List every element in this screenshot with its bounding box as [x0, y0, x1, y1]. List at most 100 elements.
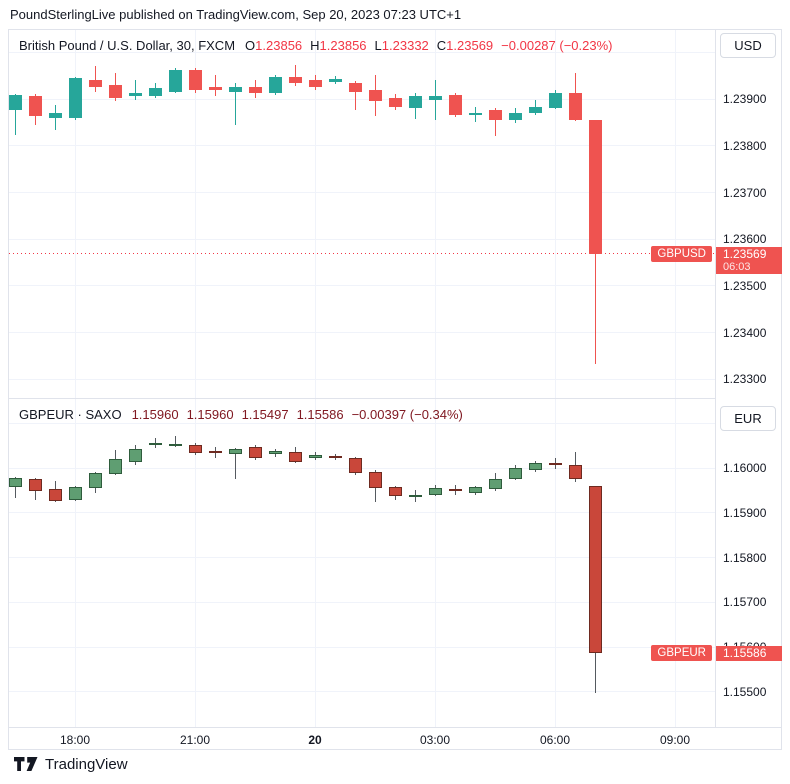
v-gridline — [75, 30, 76, 398]
price-axis-label: 1.16000 — [723, 461, 767, 476]
candle-wick — [434, 79, 436, 120]
footer-brand-label[interactable]: TradingView — [45, 756, 128, 773]
candle-body — [288, 451, 302, 462]
candle-wick — [234, 447, 236, 480]
gbpusd-legend: British Pound / U.S. Dollar, 30, FXCM O1… — [19, 36, 612, 54]
currency-toggle-usd-button[interactable]: USD — [720, 33, 776, 58]
candle-body — [68, 78, 82, 119]
time-axis-label: 20 — [308, 733, 322, 747]
h-gridline — [9, 51, 715, 53]
h-gridline — [9, 98, 715, 100]
candle-body — [528, 463, 542, 471]
candle-body — [148, 87, 162, 97]
v-gridline — [195, 399, 196, 727]
time-axis-label: 21:00 — [179, 733, 211, 747]
candle-body — [348, 457, 362, 474]
candle-wick — [94, 66, 96, 92]
gbpeur-legend: GBPEUR · SAXO 1.15960 1.15960 1.15497 1.155… — [19, 405, 463, 423]
price-axis-label: 1.15500 — [723, 684, 767, 699]
ohlc-high-value: 1.15960 — [186, 406, 234, 422]
price-axis-label: 1.15800 — [723, 550, 767, 565]
gbpusd-price-line-symbol-badge: GBPUSD — [651, 245, 712, 262]
gbpeur-chart-plot[interactable]: GBPEUR — [9, 399, 715, 727]
price-axis-label: 1.23300 — [723, 372, 767, 387]
candle-body — [488, 109, 502, 120]
candle-body — [168, 443, 182, 446]
candle-body — [388, 98, 402, 107]
candle-wick — [234, 83, 236, 125]
price-axis-label: 1.15700 — [723, 595, 767, 610]
price-axis[interactable]: USD EUR 1.23569 06:03 1.15586 1.23900 1.2… — [715, 30, 782, 749]
candle-wick — [354, 81, 356, 110]
v-gridline — [195, 30, 196, 398]
candle-body — [508, 113, 522, 120]
v-gridline — [75, 399, 76, 727]
last-price-value: 1.23569 — [723, 246, 767, 261]
candle-body — [48, 488, 62, 501]
candle-body — [208, 450, 222, 453]
h-gridline — [9, 691, 715, 693]
footer: TradingView — [14, 756, 128, 773]
gbpusd-chart-plot[interactable]: GBPUSD — [9, 30, 715, 398]
h-gridline — [9, 557, 715, 559]
time-axis-label: 03:00 — [419, 733, 451, 747]
candle-body — [308, 79, 322, 87]
v-gridline — [435, 399, 436, 727]
candle-body — [588, 486, 602, 654]
candle-body — [128, 449, 142, 462]
ohlc-close-value: 1.15586 — [296, 406, 344, 422]
candle-body — [28, 478, 42, 492]
last-price-value: 1.15586 — [723, 646, 767, 661]
price-axis-label: 1.23800 — [723, 138, 767, 153]
candle-body — [9, 477, 22, 487]
candle-body — [308, 454, 322, 458]
time-axis-label: 09:00 — [659, 733, 691, 747]
candle-body — [388, 487, 402, 497]
v-gridline — [555, 30, 556, 398]
ohlc-open-value: 1.23856 — [255, 37, 303, 53]
candle-body — [208, 86, 222, 90]
pane-separator[interactable] — [9, 398, 781, 399]
h-gridline — [9, 192, 715, 194]
currency-toggle-eur-button[interactable]: EUR — [720, 406, 776, 431]
candle-body — [368, 471, 382, 489]
price-axis-label: 1.23700 — [723, 185, 767, 200]
gbpeur-symbol-title[interactable]: GBPEUR · SAXO — [19, 406, 122, 422]
candle-body — [108, 459, 122, 475]
gbpusd-change-value: −0.00287 (−0.23%) — [501, 37, 613, 53]
candle-body — [9, 94, 22, 110]
candle-body — [568, 465, 582, 479]
h-gridline — [9, 467, 715, 469]
candle-body — [348, 83, 362, 92]
candle-body — [548, 93, 562, 108]
publish-caption: PoundSterlingLive published on TradingVi… — [10, 7, 462, 22]
candle-body — [268, 451, 282, 455]
candle-body — [328, 79, 342, 83]
candle-body — [368, 89, 382, 102]
ohlc-high-value: 1.23856 — [319, 37, 367, 53]
price-axis-label: 1.23400 — [723, 325, 767, 340]
h-gridline — [9, 378, 715, 380]
candle-body — [88, 473, 102, 489]
v-gridline — [315, 399, 316, 727]
ohlc-high-label: H — [310, 37, 320, 53]
h-gridline — [9, 423, 715, 425]
h-gridline — [9, 285, 715, 287]
gbpeur-last-price-badge: 1.15586 — [716, 646, 782, 662]
gbpeur-price-line-symbol-badge: GBPEUR — [651, 645, 712, 662]
h-gridline — [9, 332, 715, 334]
h-gridline — [9, 646, 715, 648]
ohlc-low-value: 1.23332 — [381, 37, 429, 53]
time-axis[interactable]: 18:00 21:00 20 03:00 06:00 09:00 — [9, 727, 781, 749]
candle-body — [428, 96, 442, 100]
gbpusd-symbol-title[interactable]: British Pound / U.S. Dollar, 30, FXCM — [19, 37, 236, 53]
price-axis-label: 1.23900 — [723, 92, 767, 107]
ohlc-low-value: 1.15497 — [241, 406, 289, 422]
candle-body — [228, 86, 242, 92]
tradingview-logo-icon — [14, 757, 38, 771]
v-gridline — [675, 399, 676, 727]
candle-body — [508, 468, 522, 479]
candle-wick — [494, 108, 496, 137]
candle-wick — [14, 476, 16, 499]
